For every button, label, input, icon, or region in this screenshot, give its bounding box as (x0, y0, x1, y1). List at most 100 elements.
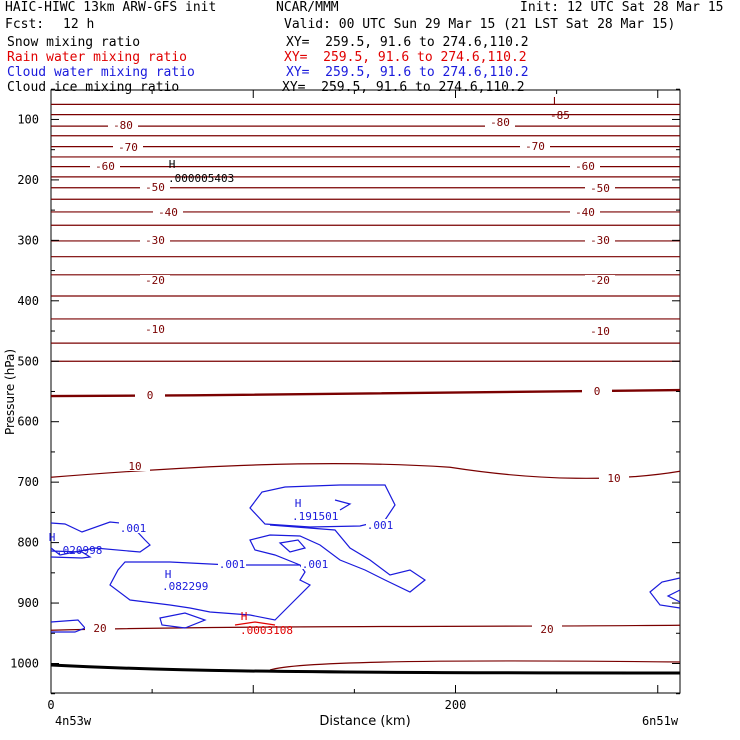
init-time: Init: 12 UTC Sat 28 Mar 15 (520, 0, 724, 15)
rain-water-contour (234, 621, 276, 626)
temperature-label: -10 (590, 325, 610, 338)
cloud-water-contour (649, 577, 681, 609)
contour-label-bg (140, 182, 170, 192)
contour-label-bg (585, 183, 615, 193)
y-tick-label: 900 (17, 596, 39, 610)
temperature-label: -10 (145, 323, 165, 336)
temperature-label: -60 (95, 160, 115, 173)
temperature-label: -50 (145, 181, 165, 194)
contour-label-bg (585, 275, 615, 285)
contour-label-bg (301, 558, 329, 569)
temperature-label: -80 (490, 116, 510, 129)
cloud-water-contour (159, 612, 207, 629)
temperature-label: 0 (594, 385, 601, 398)
cloud-water-contour (50, 550, 92, 559)
cloud-water-contour (666, 589, 681, 603)
contour-label-bg (153, 207, 183, 217)
contour-label-bg (135, 390, 165, 400)
contour-label-bg (582, 386, 612, 396)
contour-label-bg (585, 326, 615, 336)
contour-label-bg (366, 519, 394, 530)
contour-label-bg (119, 522, 147, 533)
temperature-label: 20 (93, 622, 106, 635)
cloud-water-contour (249, 524, 427, 593)
left-endpoint-label: 4n53w (55, 714, 92, 728)
forecast-value: 12 h (63, 17, 95, 32)
contour-label-bg (85, 623, 115, 633)
y-tick-label: 800 (17, 536, 39, 550)
extremum-marker: H (169, 158, 176, 171)
y-axis-title: Pressure (hPa) (3, 349, 17, 435)
extremum-value: .191501 (292, 510, 338, 523)
right-endpoint-label: 6n51w (642, 714, 679, 728)
temperature-label: -30 (145, 234, 165, 247)
field-name-cloud-ice: Cloud ice mixing ratio (7, 80, 180, 95)
temperature-label: -50 (590, 182, 610, 195)
field-name-snow: Snow mixing ratio (7, 35, 141, 50)
contour-label-bg (570, 207, 600, 217)
contour-label-bg (218, 558, 246, 569)
y-tick-label: 200 (17, 173, 39, 187)
field-xy-rain: XY= 259.5, 91.6 to 274.6,110.2 (284, 50, 527, 65)
contour-label-bg (599, 473, 629, 483)
contour-label-bg (585, 235, 615, 245)
field-name-rain: Rain water mixing ratio (7, 50, 188, 65)
field-xy-cloud-water: XY= 259.5, 91.6 to 274.6,110.2 (286, 65, 529, 80)
temperature-label: -70 (118, 141, 138, 154)
cloud-water-label: .001 (302, 558, 329, 571)
extremum-value: .082299 (162, 580, 208, 593)
contour-label-bg (120, 461, 150, 471)
temperature-label: -40 (158, 206, 178, 219)
extremum-marker: L (553, 95, 560, 108)
cloud-water-contour (50, 521, 151, 556)
cloud-water-contour (334, 499, 352, 511)
extremum-marker: H (165, 568, 172, 581)
x-tick-label: 200 (445, 698, 467, 712)
surface-line (50, 663, 681, 675)
y-tick-label: 700 (17, 475, 39, 489)
extremum-value: .020998 (56, 544, 102, 557)
temperature-contour (50, 624, 681, 631)
temperature-label: -30 (590, 234, 610, 247)
extremum-value: .000005403 (168, 172, 234, 185)
org-label: NCAR/MMM (276, 0, 339, 15)
extremum-marker: H (241, 610, 248, 623)
contour-label-bg (140, 235, 170, 245)
contour-label-bg (140, 275, 170, 285)
contour-label-bg (113, 142, 143, 152)
cloud-water-label: .001 (219, 558, 246, 571)
y-tick-label: 500 (17, 354, 39, 368)
temperature-contour (269, 660, 681, 671)
contour-label-bg (532, 624, 562, 634)
temperature-label: -80 (113, 119, 133, 132)
y-tick-label: 100 (17, 112, 39, 126)
contour-label-bg (570, 161, 600, 171)
field-xy-snow: XY= 259.5, 91.6 to 274.6,110.2 (286, 35, 529, 50)
y-tick-label: 1000 (10, 657, 39, 671)
temperature-label: 10 (607, 472, 620, 485)
cloud-water-contour (109, 561, 312, 621)
y-tick-label: 600 (17, 415, 39, 429)
temperature-label: 20 (540, 623, 553, 636)
temperature-label: 0 (147, 389, 154, 402)
cloud-water-label: .001 (120, 522, 147, 535)
y-tick-label: 400 (17, 294, 39, 308)
field-xy-cloud-ice: XY= 259.5, 91.6 to 274.6,110.2 (282, 80, 525, 95)
y-tick-label: 300 (17, 233, 39, 247)
temperature-label: 10 (128, 460, 141, 473)
contour-label-bg (108, 120, 138, 130)
temperature-label: -40 (575, 206, 595, 219)
x-tick-label: 0 (47, 698, 54, 712)
field-name-cloud-water: Cloud water mixing ratio (7, 65, 195, 80)
extremum-marker: H (49, 531, 56, 544)
cloud-water-contour (278, 539, 307, 553)
temperature-label: -20 (590, 274, 610, 287)
valid-time: Valid: 00 UTC Sun 29 Mar 15 (21 LST Sat … (284, 17, 676, 32)
temperature-label: -20 (145, 274, 165, 287)
contour-label-bg (485, 117, 515, 127)
temperature-label: -70 (525, 140, 545, 153)
forecast-label: Fcst: (5, 17, 45, 32)
extremum-value: -85 (550, 109, 570, 122)
cloud-water-label: .001 (367, 519, 394, 532)
